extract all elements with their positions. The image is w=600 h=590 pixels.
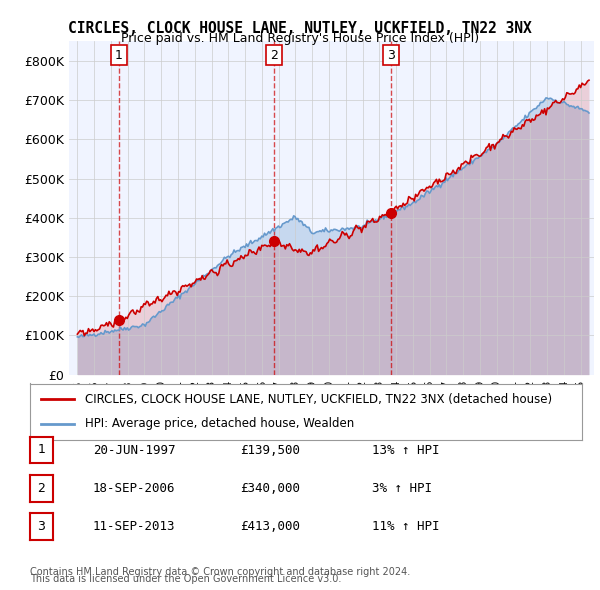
- Text: 18-SEP-2006: 18-SEP-2006: [93, 482, 176, 495]
- Text: 11% ↑ HPI: 11% ↑ HPI: [372, 520, 439, 533]
- Text: Contains HM Land Registry data © Crown copyright and database right 2024.: Contains HM Land Registry data © Crown c…: [30, 567, 410, 577]
- Text: 1: 1: [115, 48, 123, 61]
- Text: HPI: Average price, detached house, Wealden: HPI: Average price, detached house, Weal…: [85, 417, 355, 430]
- Text: CIRCLES, CLOCK HOUSE LANE, NUTLEY, UCKFIELD, TN22 3NX (detached house): CIRCLES, CLOCK HOUSE LANE, NUTLEY, UCKFI…: [85, 393, 553, 406]
- Text: 11-SEP-2013: 11-SEP-2013: [93, 520, 176, 533]
- Text: 13% ↑ HPI: 13% ↑ HPI: [372, 444, 439, 457]
- Text: 3: 3: [37, 520, 46, 533]
- Text: 3: 3: [387, 48, 395, 61]
- Text: £139,500: £139,500: [240, 444, 300, 457]
- Text: CIRCLES, CLOCK HOUSE LANE, NUTLEY, UCKFIELD, TN22 3NX: CIRCLES, CLOCK HOUSE LANE, NUTLEY, UCKFI…: [68, 21, 532, 35]
- Text: 2: 2: [270, 48, 278, 61]
- Text: 1: 1: [37, 443, 46, 457]
- Text: Price paid vs. HM Land Registry's House Price Index (HPI): Price paid vs. HM Land Registry's House …: [121, 32, 479, 45]
- Text: 20-JUN-1997: 20-JUN-1997: [93, 444, 176, 457]
- Text: This data is licensed under the Open Government Licence v3.0.: This data is licensed under the Open Gov…: [30, 574, 341, 584]
- Text: 3% ↑ HPI: 3% ↑ HPI: [372, 482, 432, 495]
- Text: 2: 2: [37, 481, 46, 495]
- Text: £413,000: £413,000: [240, 520, 300, 533]
- Text: £340,000: £340,000: [240, 482, 300, 495]
